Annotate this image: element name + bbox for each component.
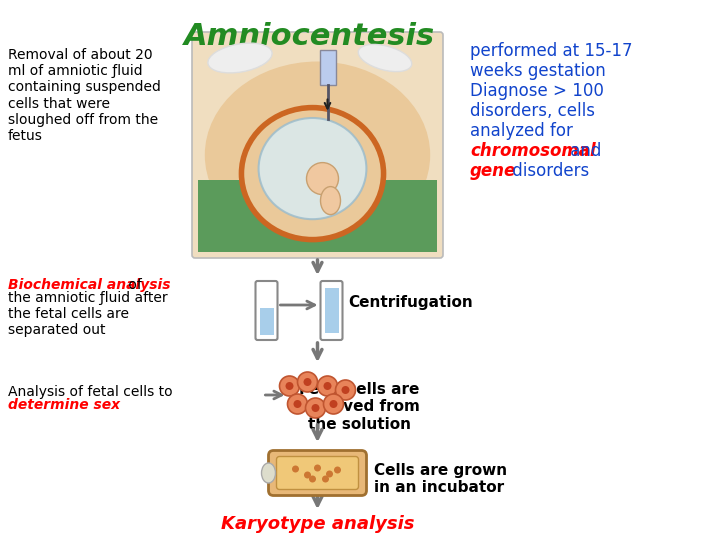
Bar [320,50,336,85]
Text: Karyotype analysis: Karyotype analysis [221,515,414,533]
Text: analyzed for: analyzed for [470,122,573,140]
Circle shape [312,404,320,412]
Text: Centrifugation: Centrifugation [348,295,473,310]
Text: Analysis of fetal cells to: Analysis of fetal cells to [8,385,173,399]
Circle shape [292,465,299,472]
FancyBboxPatch shape [256,281,277,340]
Circle shape [336,380,356,400]
Text: determine sex: determine sex [8,398,120,412]
Circle shape [322,476,329,483]
Text: disorders: disorders [507,162,589,180]
Ellipse shape [359,44,412,72]
Circle shape [309,476,316,483]
Circle shape [294,400,302,408]
Circle shape [307,163,338,194]
Text: of: of [124,278,142,292]
Text: disorders, cells: disorders, cells [470,102,595,120]
Circle shape [297,372,318,392]
Circle shape [323,394,343,414]
Text: performed at 15-17: performed at 15-17 [470,42,632,60]
Circle shape [323,382,331,390]
Circle shape [330,400,338,408]
FancyBboxPatch shape [192,32,443,258]
Bar [259,308,274,335]
Circle shape [304,378,312,386]
Circle shape [287,394,307,414]
Text: the amniotic ƒluid after
the fetal cells are
separated out: the amniotic ƒluid after the fetal cells… [8,291,168,338]
Ellipse shape [241,107,384,240]
Circle shape [334,467,341,474]
Text: Amniocentesis: Amniocentesis [184,22,436,51]
Text: gene: gene [470,162,516,180]
Text: weeks gestation: weeks gestation [470,62,606,80]
Bar [198,180,437,252]
Text: and: and [565,142,601,160]
Ellipse shape [261,463,276,483]
Text: Cells are grown
in an incubator: Cells are grown in an incubator [374,463,507,495]
Circle shape [326,470,333,477]
Text: Biochemical analysis: Biochemical analysis [8,278,171,292]
Circle shape [341,386,349,394]
Circle shape [286,382,294,390]
FancyBboxPatch shape [269,450,366,496]
Text: chromosomal: chromosomal [470,142,595,160]
Circle shape [318,376,338,396]
Circle shape [314,464,321,471]
Text: Diagnose > 100: Diagnose > 100 [470,82,604,100]
Ellipse shape [204,62,431,248]
Circle shape [305,398,325,418]
FancyBboxPatch shape [276,456,359,489]
Ellipse shape [258,118,366,219]
FancyBboxPatch shape [320,281,343,340]
Circle shape [304,471,311,478]
Circle shape [279,376,300,396]
Ellipse shape [208,43,272,73]
Ellipse shape [320,187,341,214]
Text: Fetal cells are
removed from
the solution: Fetal cells are removed from the solutio… [299,382,420,432]
Bar [325,288,338,333]
Text: Removal of about 20
ml of amniotic ƒluid
containing suspended
cells that were
sl: Removal of about 20 ml of amniotic ƒluid… [8,48,161,143]
